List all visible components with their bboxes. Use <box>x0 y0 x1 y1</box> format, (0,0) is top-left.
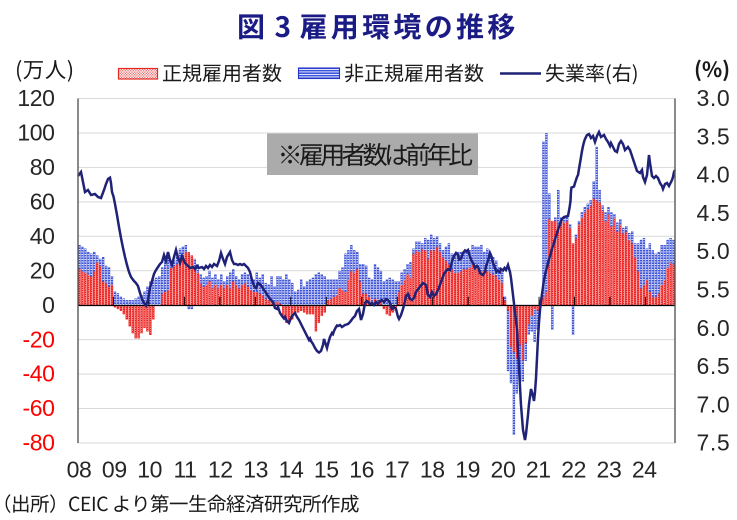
svg-text:15: 15 <box>314 457 339 483</box>
svg-text:13: 13 <box>243 457 268 483</box>
svg-text:22: 22 <box>561 457 586 483</box>
svg-text:7.5: 7.5 <box>697 430 731 456</box>
svg-text:-60: -60 <box>22 395 54 421</box>
svg-text:10: 10 <box>137 457 162 483</box>
svg-text:5.5: 5.5 <box>697 277 731 303</box>
svg-text:20: 20 <box>491 457 516 483</box>
svg-text:5.0: 5.0 <box>697 238 731 264</box>
svg-text:17: 17 <box>385 457 410 483</box>
svg-text:08: 08 <box>67 457 92 483</box>
svg-text:18: 18 <box>420 457 445 483</box>
svg-text:80: 80 <box>30 154 55 180</box>
svg-text:6.5: 6.5 <box>697 353 731 379</box>
svg-text:120: 120 <box>17 85 54 111</box>
svg-text:14: 14 <box>279 457 304 483</box>
svg-text:4.5: 4.5 <box>697 200 731 226</box>
svg-text:6.0: 6.0 <box>697 315 731 341</box>
svg-text:40: 40 <box>30 223 55 249</box>
svg-text:16: 16 <box>349 457 374 483</box>
svg-text:-80: -80 <box>22 430 54 456</box>
svg-text:100: 100 <box>17 120 54 146</box>
svg-text:23: 23 <box>597 457 622 483</box>
svg-text:12: 12 <box>208 457 233 483</box>
svg-text:-40: -40 <box>22 361 54 387</box>
svg-text:19: 19 <box>455 457 480 483</box>
svg-text:21: 21 <box>526 457 551 483</box>
svg-text:20: 20 <box>30 257 55 283</box>
svg-text:7.0: 7.0 <box>697 391 731 417</box>
svg-text:09: 09 <box>102 457 127 483</box>
svg-text:0: 0 <box>42 292 54 318</box>
svg-text:3.0: 3.0 <box>697 85 731 111</box>
svg-text:11: 11 <box>173 457 196 483</box>
svg-text:3.5: 3.5 <box>697 123 731 149</box>
svg-text:60: 60 <box>30 188 55 214</box>
svg-text:4.0: 4.0 <box>697 162 731 188</box>
svg-text:24: 24 <box>632 457 657 483</box>
svg-text:-20: -20 <box>22 326 54 352</box>
